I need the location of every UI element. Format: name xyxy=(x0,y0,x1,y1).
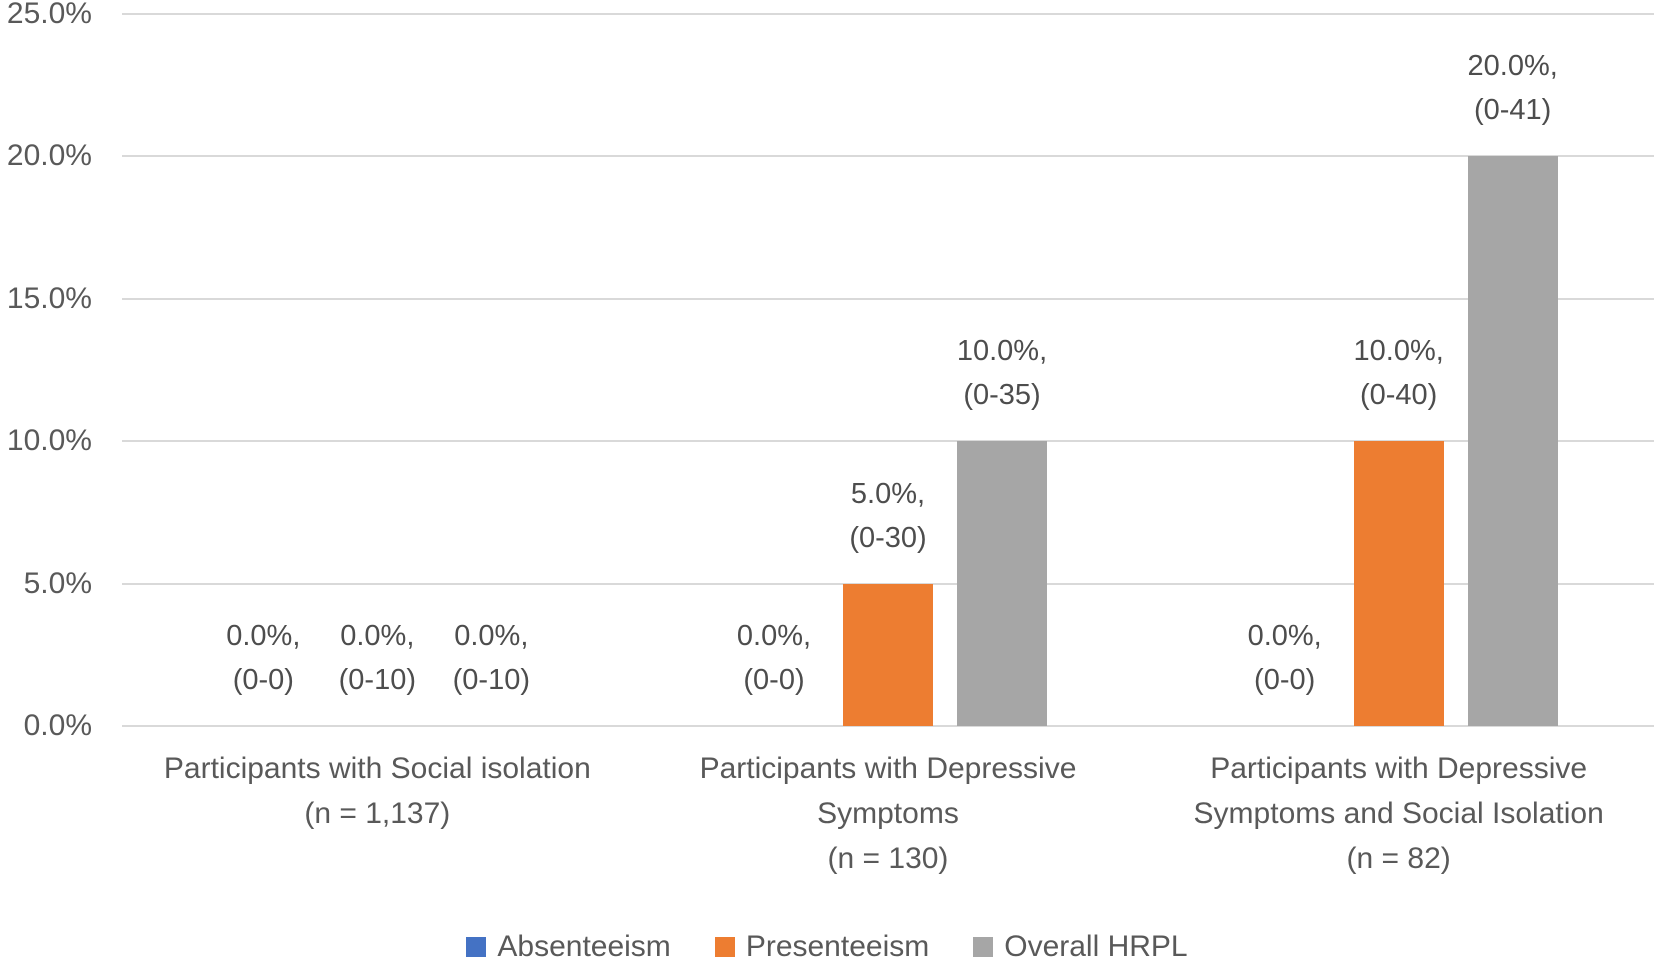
data-label: 0.0%, (0-0) xyxy=(153,614,373,702)
category-label: Participants with Social isolation (n = 1… xyxy=(122,746,633,836)
y-axis-tick-label: 10.0% xyxy=(6,424,92,458)
data-label-line: (0-10) xyxy=(452,664,530,696)
bar-overall-hrpl xyxy=(957,441,1047,726)
data-label-line: (0-0) xyxy=(232,664,294,696)
data-label-line: (0-35) xyxy=(963,379,1041,412)
data-label: 0.0%, (0-0) xyxy=(1175,614,1395,702)
overall-hrpl-swatch-icon xyxy=(973,937,994,957)
category-label: Participants with Depressive Symptoms (n =… xyxy=(633,746,1144,881)
data-label: 20.0%, (0-41) xyxy=(1403,44,1623,132)
data-label: 5.0%, (0-30) xyxy=(778,472,998,560)
bar-overall-hrpl xyxy=(1467,156,1558,726)
gridline xyxy=(122,13,1654,15)
data-label: 0.0%, (0-0) xyxy=(664,614,884,702)
data-label: 10.0%, (0-35) xyxy=(892,329,1112,417)
data-label-line: 10.0%, xyxy=(1353,335,1444,368)
data-label-line: 5.0%, xyxy=(850,477,926,510)
gridline xyxy=(122,440,1654,443)
data-label-line: (0-40) xyxy=(1359,379,1438,412)
category-label: Participants with Depressive Symptoms and… xyxy=(1143,746,1654,881)
category-label-line: (n = 130) xyxy=(827,842,949,875)
legend: Absenteeism Presenteeism Overall HRPL xyxy=(0,928,1654,966)
category-label-line: Participants with Social isolation xyxy=(163,752,591,785)
presenteeism-swatch-icon xyxy=(714,937,735,957)
category-label-line: (n = 82) xyxy=(1346,842,1451,875)
data-label-line: 0.0%, xyxy=(1247,620,1322,652)
category-label-line: Participants with Depressive xyxy=(1210,752,1588,785)
legend-item-presenteeism: Presenteeism xyxy=(714,929,930,965)
data-label-line: 20.0%, xyxy=(1467,50,1558,83)
legend-item-absenteeism: Absenteeism xyxy=(466,929,671,965)
data-label-line: 0.0%, xyxy=(340,620,415,652)
gridline xyxy=(122,725,1654,727)
legend-label: Presenteeism xyxy=(745,930,930,963)
absenteeism-swatch-icon xyxy=(466,937,487,957)
category-label-line: Symptoms xyxy=(817,797,959,830)
data-label: 0.0%, (0-10) xyxy=(267,614,487,702)
data-label-line: (0-41) xyxy=(1473,94,1552,127)
gridline xyxy=(122,155,1654,158)
y-axis-tick-label: 20.0% xyxy=(6,139,92,173)
category-label-line: Participants with Depressive xyxy=(699,752,1077,785)
data-label-line: (0-30) xyxy=(849,521,927,554)
y-axis-tick-label: 5.0% xyxy=(23,566,92,600)
data-label-line: (0-0) xyxy=(1254,664,1316,696)
data-label: 0.0%, (0-10) xyxy=(381,614,601,702)
category-label-line: Symptoms and Social Isolation xyxy=(1193,797,1604,830)
data-label-line: 0.0%, xyxy=(226,620,301,652)
y-axis-tick-label: 15.0% xyxy=(6,281,92,315)
bar-presenteeism xyxy=(843,583,933,726)
category-label-line: (n = 1,137) xyxy=(304,797,451,830)
legend-label: Overall HRPL xyxy=(1004,930,1188,963)
legend-label: Absenteeism xyxy=(497,930,671,963)
data-label-line: 0.0%, xyxy=(736,620,812,652)
data-label-line: (0-0) xyxy=(743,664,805,696)
data-label-line: 10.0%, xyxy=(956,335,1048,368)
y-axis-tick-label: 0.0% xyxy=(23,709,92,742)
data-label-line: (0-10) xyxy=(338,664,416,696)
data-label: 10.0%, (0-40) xyxy=(1289,329,1509,417)
bar-presenteeism xyxy=(1353,441,1444,726)
y-axis-tick-label: 25.0% xyxy=(6,0,92,30)
gridline xyxy=(122,297,1654,300)
data-label-line: 0.0%, xyxy=(454,620,529,652)
legend-item-overall-hrpl: Overall HRPL xyxy=(973,929,1188,965)
